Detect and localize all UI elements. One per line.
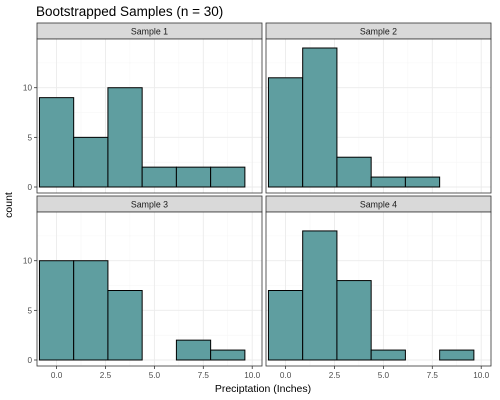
x-tick-label: 2.5 bbox=[329, 371, 341, 380]
histogram-bar bbox=[267, 77, 304, 188]
facet-strip-label: Sample 2 bbox=[360, 27, 397, 37]
x-tick-label: 0.0 bbox=[51, 371, 63, 380]
y-tick-label: 5 bbox=[27, 133, 32, 142]
y-tick-label: 0 bbox=[27, 183, 32, 192]
histogram-bar bbox=[38, 97, 75, 188]
histogram-bar bbox=[141, 166, 177, 188]
histogram-bar bbox=[175, 339, 212, 361]
x-tick-label: 5.0 bbox=[378, 371, 390, 380]
histogram-bar bbox=[210, 349, 246, 361]
histogram-bar bbox=[107, 87, 143, 188]
x-tick-label: 7.5 bbox=[198, 371, 210, 380]
histogram-bar bbox=[73, 260, 109, 361]
x-tick-label: 10.0 bbox=[473, 371, 489, 380]
panel-border bbox=[36, 38, 263, 194]
chart-title: Bootstrapped Samples (n = 30) bbox=[36, 4, 223, 19]
histogram-bar bbox=[210, 166, 246, 188]
histogram-bar bbox=[336, 280, 372, 361]
facet-strip-label: Sample 1 bbox=[131, 27, 168, 37]
histogram-bar bbox=[336, 156, 372, 188]
y-tick-label: 10 bbox=[23, 257, 33, 266]
y-tick-label: 0 bbox=[27, 356, 32, 365]
histogram-bar bbox=[267, 290, 304, 361]
histogram-bar bbox=[302, 47, 338, 188]
panel-border bbox=[36, 211, 263, 367]
x-tick-label: 0.0 bbox=[280, 371, 292, 380]
x-axis-title: Preciptation (Inches) bbox=[215, 383, 311, 395]
histogram-bar bbox=[439, 349, 475, 361]
histogram-bar bbox=[175, 166, 212, 188]
x-tick-label: 7.5 bbox=[427, 371, 439, 380]
y-axis-title: count bbox=[3, 192, 15, 218]
x-tick-label: 10.0 bbox=[244, 371, 260, 380]
histogram-bar bbox=[404, 176, 441, 188]
histogram-bar bbox=[38, 260, 75, 361]
panel-border bbox=[265, 211, 492, 367]
histogram-bar bbox=[107, 290, 143, 361]
y-tick-label: 5 bbox=[27, 306, 32, 315]
x-tick-label: 2.5 bbox=[100, 371, 112, 380]
panel-border bbox=[265, 38, 492, 194]
y-tick-label: 10 bbox=[23, 84, 33, 93]
histogram-bar bbox=[302, 230, 338, 361]
facet-strip-label: Sample 4 bbox=[360, 200, 397, 210]
histogram-bar bbox=[73, 136, 109, 188]
histogram-bar bbox=[370, 349, 406, 361]
histogram-bar bbox=[370, 176, 406, 188]
facet-strip-label: Sample 3 bbox=[131, 200, 168, 210]
x-tick-label: 5.0 bbox=[149, 371, 161, 380]
